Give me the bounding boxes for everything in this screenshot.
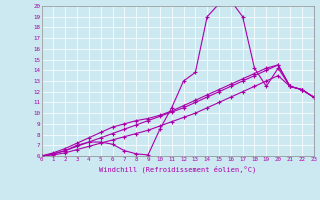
X-axis label: Windchill (Refroidissement éolien,°C): Windchill (Refroidissement éolien,°C) [99, 165, 256, 173]
